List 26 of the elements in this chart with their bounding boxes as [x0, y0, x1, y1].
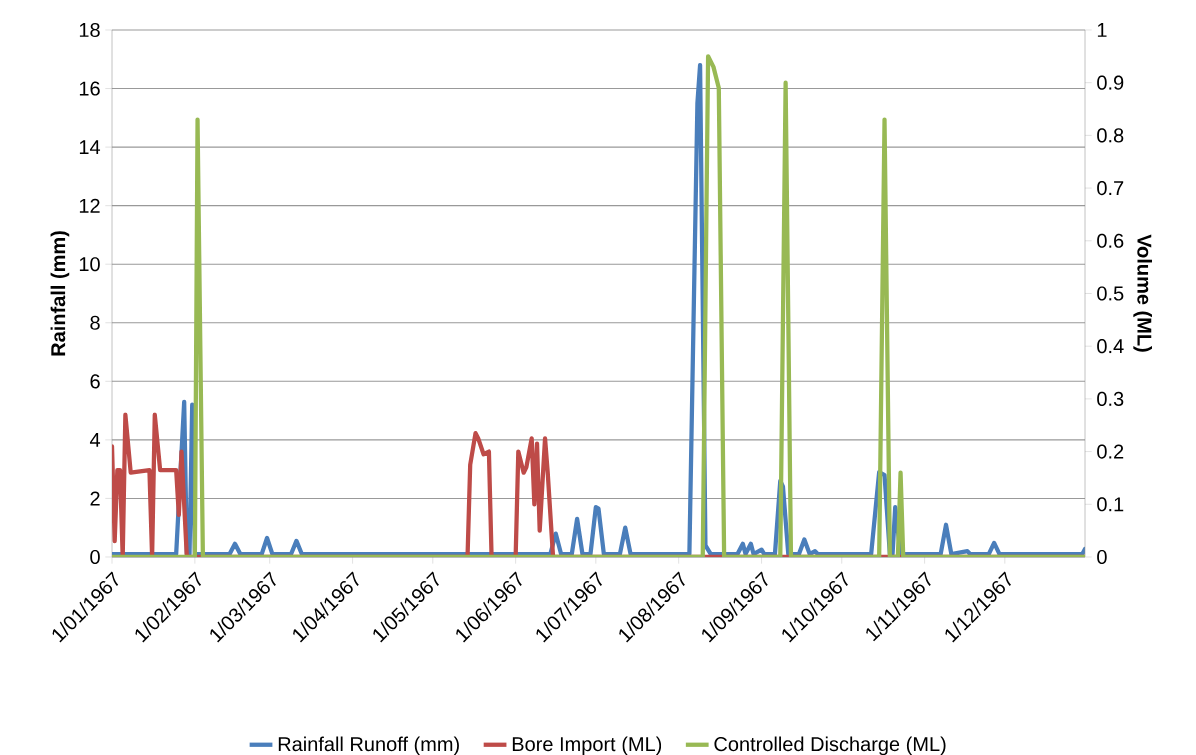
y-tick-label: 12	[79, 198, 100, 213]
y-tick-label: 16	[79, 81, 100, 96]
y-tick-label: 14	[79, 140, 101, 154]
y2-tick-label: 0.1	[1097, 497, 1124, 512]
y2-axis-title: Volume (ML)	[1133, 234, 1152, 352]
y-axis-title: Rainfall (mm)	[50, 231, 70, 356]
y2-tick-label: 0.7	[1097, 181, 1124, 196]
y-tick-label: 18	[79, 22, 100, 38]
y2-tick-label: 0.2	[1097, 444, 1124, 459]
legend-label: Bore Import (ML)	[512, 736, 662, 755]
y2-tick-label: 0.8	[1097, 128, 1124, 143]
y2-tick-label: 1	[1097, 23, 1107, 37]
legend-label: Controlled Discharge (ML)	[714, 736, 946, 755]
legend-label: Rainfall Runoff (mm)	[278, 736, 459, 755]
y2-tick-label: 0.4	[1097, 339, 1124, 354]
y-tick-label: 6	[90, 374, 100, 389]
y2-tick-label: 0.6	[1097, 233, 1124, 248]
y-tick-label: 10	[79, 257, 100, 272]
y-tick-label: 2	[90, 491, 100, 506]
y-tick-label: 0	[90, 549, 100, 565]
y-tick-label: 4	[89, 433, 101, 447]
y2-tick-label: 0.5	[1097, 286, 1124, 301]
y2-tick-label: 0.9	[1097, 75, 1124, 90]
y2-tick-label: 0	[1097, 549, 1107, 565]
y-tick-label: 8	[90, 315, 100, 330]
y2-tick-label: 0.3	[1097, 391, 1124, 406]
